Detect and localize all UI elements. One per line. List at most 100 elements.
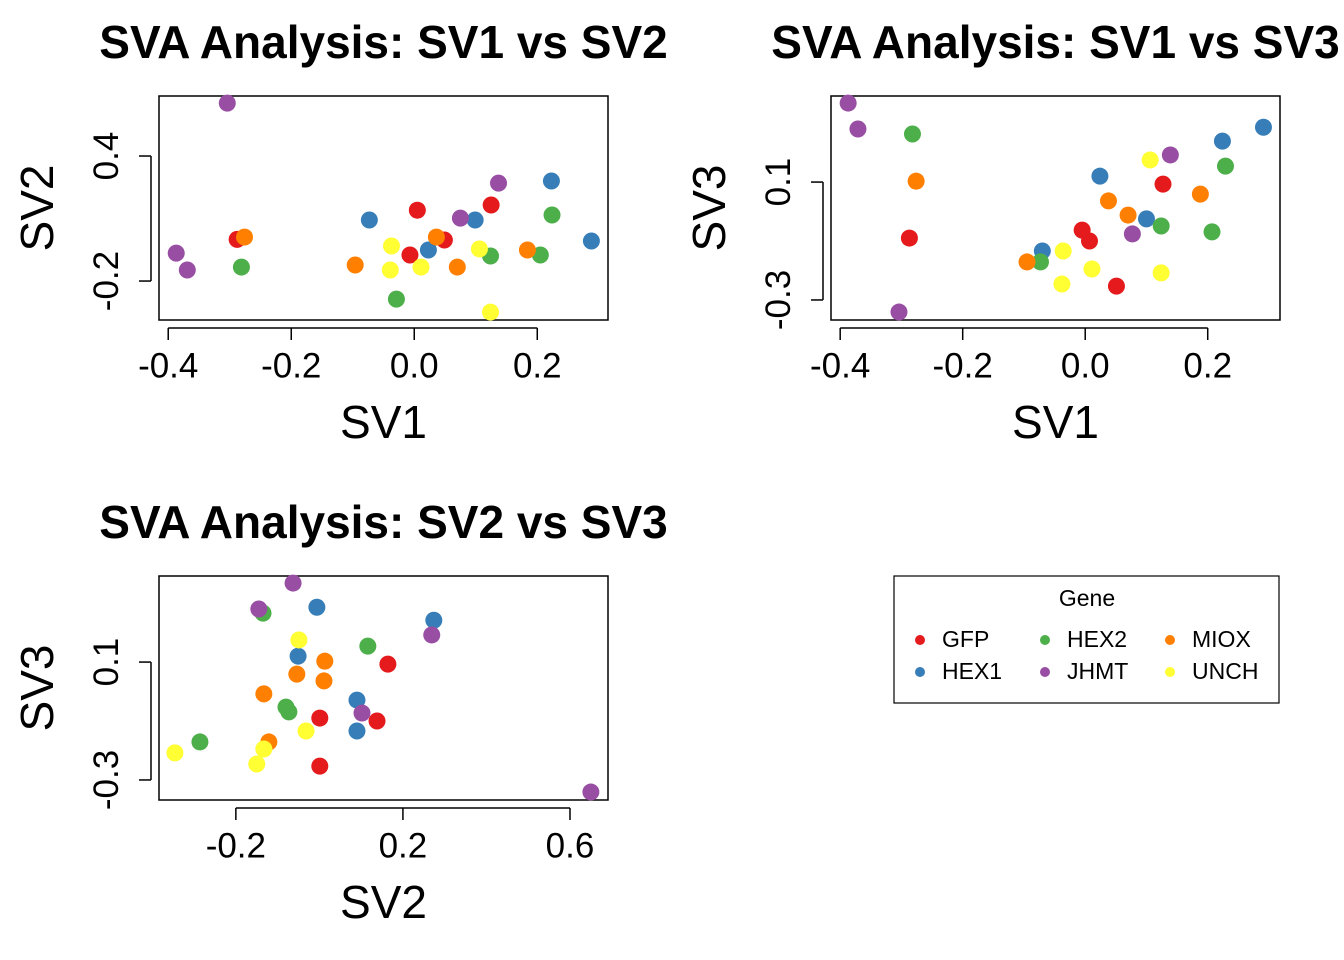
point: [167, 244, 185, 262]
panel: SVA Analysis: SV1 vs SV2 -0.4 -0.2 0.0 0.2 -0…: [11, 16, 668, 448]
x-tick-label: 0.2: [379, 826, 428, 865]
point: [1123, 225, 1141, 243]
point: [482, 303, 500, 321]
point: [839, 94, 857, 112]
point: [1099, 192, 1117, 210]
point: [518, 241, 536, 259]
point: [542, 172, 560, 190]
legend-title: Gene: [1059, 585, 1115, 611]
chart-title: SVA Analysis: SV1 vs SV2: [99, 16, 667, 68]
point: [408, 201, 426, 219]
point: [482, 196, 500, 214]
point: [368, 712, 386, 730]
point: [1141, 151, 1159, 169]
point: [1018, 253, 1036, 271]
point: [427, 228, 445, 246]
point: [297, 722, 315, 740]
point: [232, 258, 250, 276]
point: [178, 261, 196, 279]
point: [1053, 275, 1071, 293]
y-axis-label: SV3: [683, 165, 735, 252]
point: [1161, 146, 1179, 164]
point: [531, 246, 549, 264]
point: [903, 125, 921, 143]
point: [412, 258, 430, 276]
point: [250, 600, 268, 618]
point: [1119, 206, 1137, 224]
legend-marker: [1040, 667, 1050, 677]
x-tick-label: -0.2: [261, 346, 321, 385]
x-axis-label: SV2: [340, 876, 427, 928]
point: [387, 290, 405, 308]
y-axis-label: SV3: [11, 645, 63, 732]
legend-label: HEX1: [942, 658, 1002, 684]
point: [353, 704, 371, 722]
point: [470, 240, 488, 258]
point: [1031, 253, 1049, 271]
legend-marker: [915, 635, 925, 645]
point: [360, 211, 378, 229]
plot-frame: [158, 575, 609, 801]
point: [1191, 185, 1209, 203]
point: [379, 655, 397, 673]
x-tick-label: 0.2: [513, 346, 562, 385]
point: [348, 722, 366, 740]
legend-label: GFP: [942, 626, 989, 652]
point: [255, 685, 273, 703]
x-tick-label: 0.2: [1183, 346, 1232, 385]
point: [1107, 277, 1125, 295]
y-tick-label: -0.3: [87, 750, 126, 810]
legend-marker: [915, 667, 925, 677]
y-tick-label: 0.1: [87, 638, 126, 687]
panel: SVA Analysis: SV2 vs SV3 -0.2 0.2 0.6 -0.3 0.…: [11, 496, 668, 928]
point: [348, 691, 366, 709]
y-tick-label: 0.4: [87, 132, 126, 181]
point: [490, 174, 508, 192]
point: [890, 303, 908, 321]
point: [423, 626, 441, 644]
point: [382, 237, 400, 255]
point: [451, 209, 469, 227]
point: [1054, 242, 1072, 260]
plot-frame: [830, 95, 1281, 321]
point: [1083, 260, 1101, 278]
point: [290, 631, 308, 649]
x-tick-label: -0.4: [810, 346, 870, 385]
point: [401, 246, 419, 264]
chart-title: SVA Analysis: SV1 vs SV3: [771, 16, 1339, 68]
point: [359, 637, 377, 655]
legend-label: JHMT: [1067, 658, 1128, 684]
point: [543, 206, 561, 224]
legend-label: MIOX: [1192, 626, 1251, 652]
point: [311, 757, 329, 775]
y-tick-label: 0.1: [759, 158, 798, 207]
point: [466, 211, 484, 229]
legend-marker: [1165, 635, 1175, 645]
legend-marker: [1165, 667, 1175, 677]
x-tick-label: -0.2: [933, 346, 993, 385]
point: [1254, 118, 1272, 136]
legend-marker: [1040, 635, 1050, 645]
x-axis-label: SV1: [340, 396, 427, 448]
point: [311, 709, 329, 727]
y-axis-label: SV2: [11, 165, 63, 252]
point: [235, 228, 253, 246]
point: [582, 783, 600, 801]
point: [316, 652, 334, 670]
point: [255, 740, 273, 758]
point: [1152, 217, 1170, 235]
x-tick-label: -0.2: [206, 826, 266, 865]
plot-frame: [158, 95, 609, 321]
point: [1203, 223, 1221, 241]
point: [1091, 167, 1109, 185]
legend: Gene GFP HEX1 HEX2 JHMT MIOX UNCH: [893, 575, 1280, 704]
panel: SVA Analysis: SV1 vs SV3 -0.4 -0.2 0.0 0.2 -0…: [683, 16, 1340, 448]
point: [308, 598, 326, 616]
x-tick-label: 0.0: [1061, 346, 1110, 385]
point: [425, 611, 443, 629]
legend-label: HEX2: [1067, 626, 1127, 652]
point: [280, 703, 298, 721]
point: [248, 755, 266, 773]
point: [288, 665, 306, 683]
